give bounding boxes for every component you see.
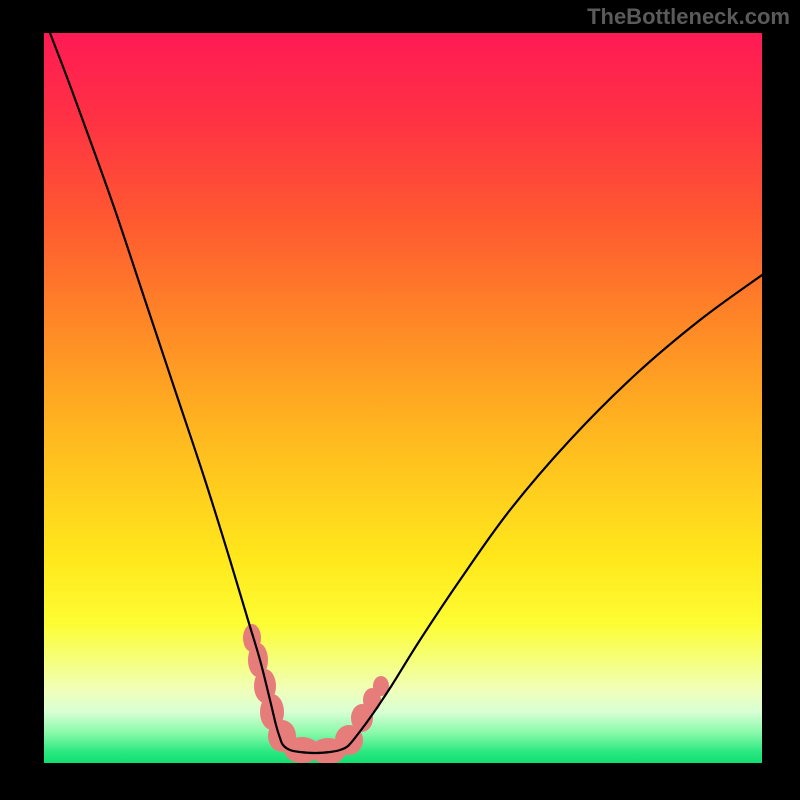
plot-svg [44,33,762,763]
chart-container: TheBottleneck.com [0,0,800,800]
plot-background [44,33,762,763]
watermark-text: TheBottleneck.com [587,4,790,30]
